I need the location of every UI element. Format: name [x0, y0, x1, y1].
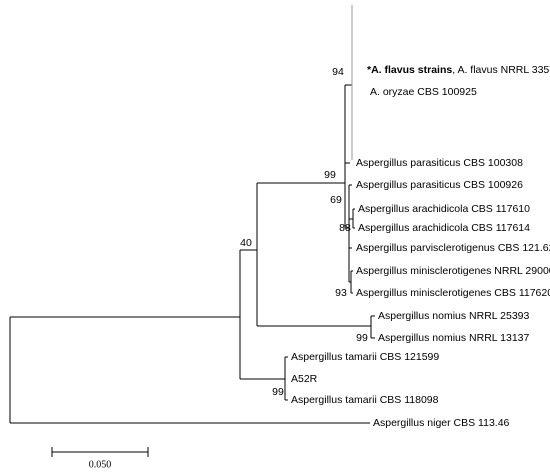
leaf-label: Aspergillus parvisclerotigenus CBS 121.6…: [356, 242, 550, 254]
leaf-label: Aspergillus parasiticus CBS 100308: [356, 157, 523, 169]
bootstrap-value: 40: [240, 237, 252, 249]
leaf-rest: , A. flavus NRRL 3357: [452, 64, 550, 76]
bootstrap-value: 69: [330, 194, 342, 206]
leaf-label: Aspergillus tamarii CBS 121599: [291, 351, 439, 363]
leaf-label: Aspergillus parasiticus CBS 100926: [356, 179, 523, 191]
leaf-label: A52R: [291, 373, 318, 385]
branches: [9, 5, 375, 457]
bootstrap-value: 88: [339, 222, 351, 234]
leaf-label: *A. flavus strains, A. flavus NRRL 3357: [367, 64, 550, 76]
leaf-label: Aspergillus tamarii CBS 118098: [291, 394, 439, 406]
bootstrap-value: 99: [324, 169, 336, 181]
bootstrap-value: 93: [335, 287, 347, 299]
bootstrap-value: 94: [332, 66, 344, 78]
leaf-label: A. oryzae CBS 100925: [370, 86, 477, 98]
leaf-label: Aspergillus niger CBS 113.46: [373, 417, 510, 429]
leaf-label: Aspergillus arachidicola CBS 117610: [358, 203, 530, 215]
scale-label: 0.050: [89, 459, 112, 470]
bootstrap-value: 99: [272, 386, 284, 398]
leaf-label: Aspergillus nomius NRRL 25393: [378, 310, 530, 322]
leaf-label: Aspergillus minisclerotigenes CBS 117620: [356, 287, 550, 299]
leaf-label: Aspergillus nomius NRRL 13137: [378, 332, 530, 344]
leaf-label: Aspergillus minisclerotigenes NRRL 29000: [356, 265, 550, 277]
bootstrap-value: 99: [356, 332, 368, 344]
leaf-bold: *A. flavus strains: [367, 64, 452, 76]
leaf-label: Aspergillus arachidicola CBS 117614: [358, 222, 530, 234]
